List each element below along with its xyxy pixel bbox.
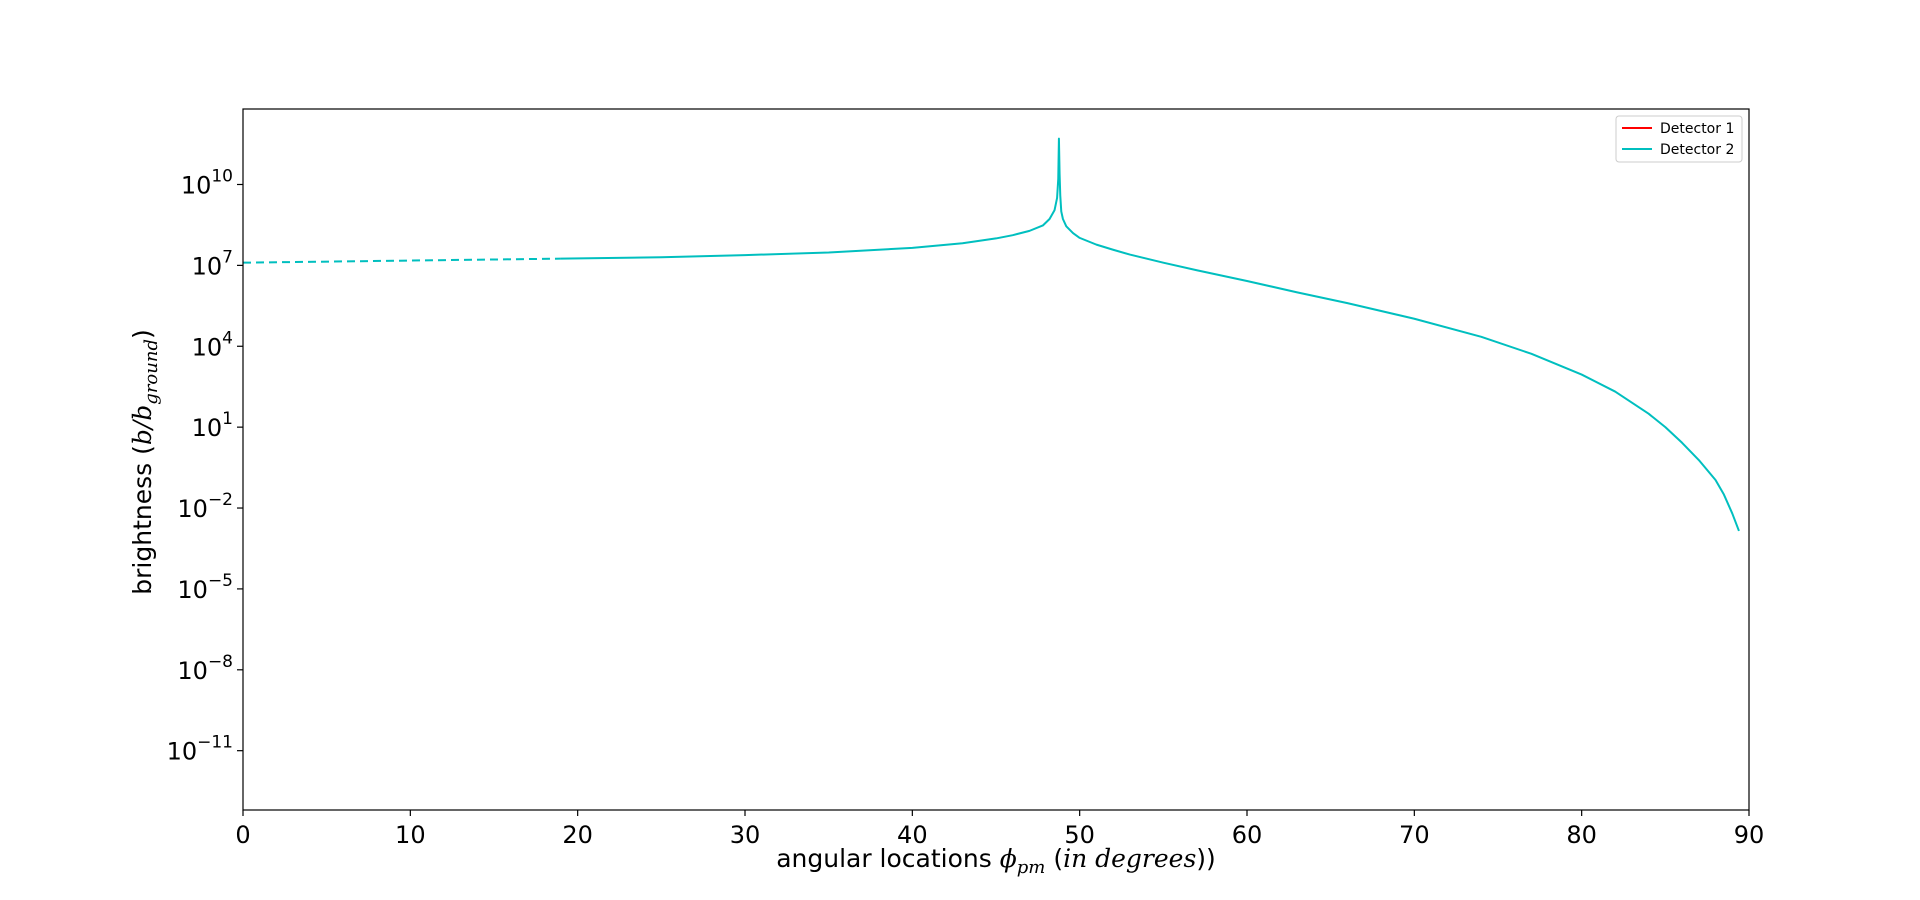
series-layer [243,137,1740,532]
y-axis-label-close: ) [128,329,157,339]
y-axis-label-prefix: brightness ( [128,445,157,595]
y-tick-label: 1010 [181,166,233,199]
x-tick-label: 70 [1399,821,1430,849]
x-tick-label: 80 [1566,821,1597,849]
x-axis-label-italic: in degrees [1063,844,1196,873]
x-axis: 0 10 20 30 40 50 60 70 80 90 [235,810,1764,849]
x-axis-label: angular locations ϕpm (in degrees)) [776,844,1216,878]
y-tick-label: 107 [192,247,233,280]
x-tick-label: 40 [897,821,928,849]
x-tick-label: 10 [395,821,426,849]
y-tick-label: 10−8 [177,652,233,685]
legend: Detector 1 Detector 2 [1615,115,1743,163]
y-tick-label: 10−11 [167,733,233,766]
x-tick-label: 0 [235,821,250,849]
plot-frame [242,108,1750,811]
y-axis-label: brightness (b/bground) [128,329,162,594]
x-tick-label: 90 [1734,821,1765,849]
x-axis-label-prefix: angular locations [776,844,1000,873]
x-axis-label-subscript: pm [1017,857,1046,878]
series-line-detector-2 [560,137,1740,532]
x-axis-label-symbol: ϕ [1000,844,1017,873]
y-tick-label: 10−5 [177,571,233,604]
y-axis-label-subscript: ground [141,339,162,405]
series-dashed-line-detector-2 [243,257,561,264]
x-tick-label: 30 [730,821,761,849]
y-axis-label-symbol: b/b [128,405,157,445]
y-axis: 1010 107 104 101 10−2 10−5 10−8 10−11 [167,166,243,766]
x-tick-label: 60 [1232,821,1263,849]
y-tick-label: 104 [192,328,233,361]
x-axis-label-close: )) [1196,844,1216,873]
y-tick-label: 101 [192,409,233,442]
legend-label-detector-2: Detector 2 [1660,142,1734,158]
legend-label-detector-1: Detector 1 [1660,121,1734,137]
x-axis-label-open: ( [1045,844,1063,873]
x-tick-label: 50 [1064,821,1095,849]
x-tick-label: 20 [562,821,593,849]
y-tick-label: 10−2 [177,490,233,523]
